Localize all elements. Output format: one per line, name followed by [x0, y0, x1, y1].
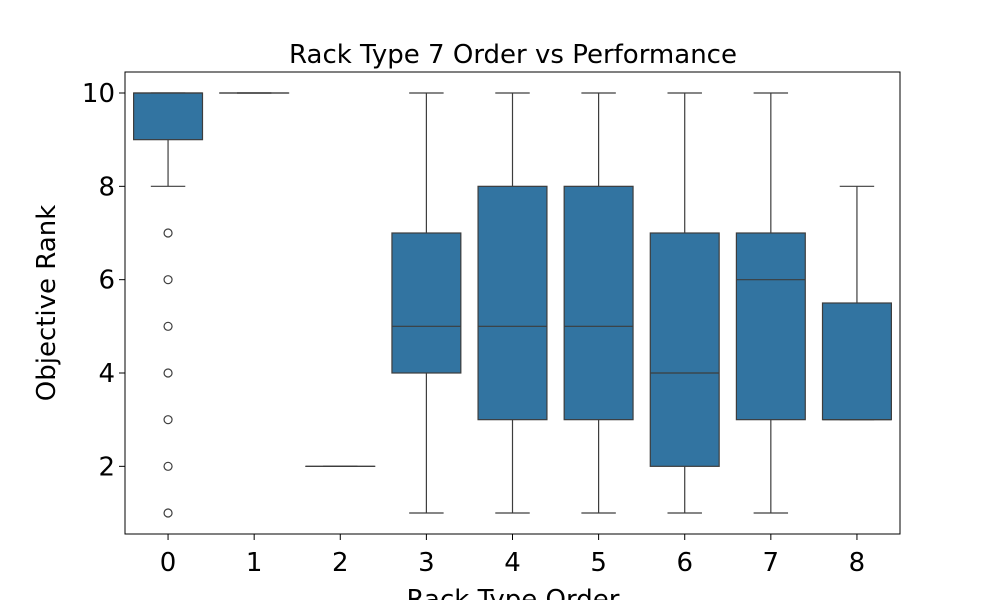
x-axis-label: Rack Type Order	[407, 585, 620, 600]
box-3	[391, 92, 462, 514]
iqr-box	[477, 185, 548, 421]
box-5	[563, 92, 634, 514]
x-tick-label: 5	[590, 548, 607, 578]
outlier-point	[163, 508, 173, 518]
iqr-box	[649, 232, 720, 467]
outlier-point	[163, 461, 173, 471]
y-tick-label: 2	[98, 452, 115, 482]
x-tick-label: 2	[332, 548, 349, 578]
outlier-point	[163, 368, 173, 378]
box-7	[735, 92, 806, 514]
iqr-box	[391, 232, 462, 374]
outlier-point	[163, 275, 173, 285]
iqr-box	[821, 302, 892, 421]
x-tick-label: 1	[246, 548, 263, 578]
box-0	[133, 92, 204, 518]
chart-title: Rack Type 7 Order vs Performance	[289, 40, 737, 70]
box-series	[133, 92, 892, 518]
x-axis: 0 1 2 3 4 5 6 7 8	[160, 534, 865, 578]
x-tick-label: 7	[763, 548, 780, 578]
x-tick-label: 6	[676, 548, 693, 578]
x-tick-label: 8	[849, 548, 866, 578]
x-tick-label: 0	[160, 548, 177, 578]
y-tick-label: 6	[98, 266, 115, 296]
x-tick-label: 4	[504, 548, 521, 578]
outlier-point	[163, 415, 173, 425]
y-axis-label: Objective Rank	[32, 205, 62, 402]
box-8	[821, 185, 892, 421]
box-4	[477, 92, 548, 514]
y-axis: 2 4 6 8 10	[82, 79, 125, 482]
outlier-point	[163, 321, 173, 331]
iqr-box	[563, 185, 634, 421]
x-tick-label: 3	[418, 548, 435, 578]
y-tick-label: 4	[98, 359, 115, 389]
box-6	[649, 92, 720, 514]
iqr-box	[133, 92, 204, 141]
iqr-box	[735, 232, 806, 421]
y-tick-label: 8	[98, 172, 115, 202]
y-tick-label: 10	[82, 79, 115, 109]
outlier-point	[163, 228, 173, 238]
